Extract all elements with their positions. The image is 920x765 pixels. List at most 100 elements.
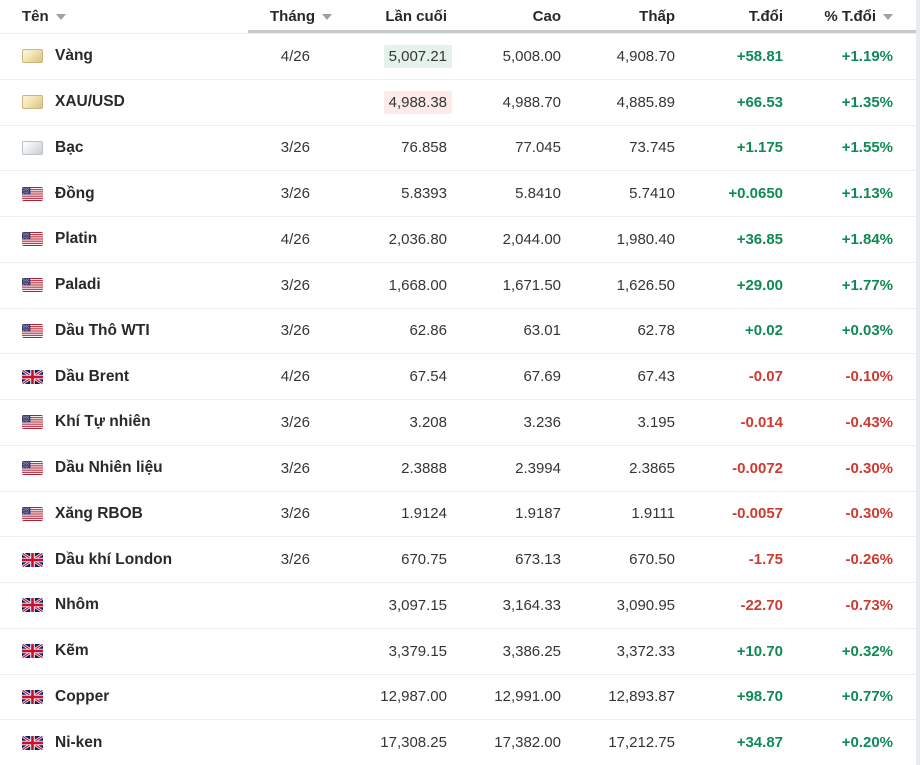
change-percent-cell: +1.77% — [841, 276, 893, 294]
instrument-name-link[interactable]: Platin — [55, 230, 98, 248]
vertical-scrollbar[interactable] — [916, 0, 920, 765]
last-price-cell: 2.3888 — [401, 459, 447, 477]
last-price-cell: 12,987.00 — [380, 688, 447, 706]
table-row[interactable]: XAU/USD 4,988.38 4,988.70 4,885.89 +66.53 +1.… — [0, 78, 920, 125]
month-cell: 3/26 — [280, 185, 310, 203]
table-row[interactable]: Bạc 3/26 76.858 77.045 73.745 +1.175 +1.55% — [0, 124, 920, 171]
table-header: Tên Tháng Lần cuối Cao Thấp T.đổi % T.đổi — [0, 0, 920, 33]
month-cell: 3/26 — [280, 276, 310, 294]
name-cell: Copper — [0, 688, 248, 706]
instrument-name-link[interactable]: Đồng — [55, 184, 95, 202]
us-flag-icon — [22, 186, 43, 201]
table-row[interactable]: Platin 4/26 2,036.80 2,044.00 1,980.40 +36.85… — [0, 216, 920, 262]
last-price-cell: 3,097.15 — [388, 596, 447, 614]
instrument-name-link[interactable]: Bạc — [55, 138, 84, 156]
high-cell: 1,671.50 — [502, 276, 561, 294]
table-row[interactable]: Xăng RBOB 3/26 1.9124 1.9187 1.9111 -0.0057 -0… — [0, 490, 920, 537]
name-cell: Khí Tự nhiên — [0, 413, 248, 431]
instrument-name-link[interactable]: Dầu Thô WTI — [55, 321, 150, 339]
uk-flag-icon — [22, 735, 43, 750]
month-cell: 3/26 — [280, 505, 310, 523]
high-cell: 1.9187 — [515, 505, 561, 523]
table-row[interactable]: Đồng 3/26 5.8393 5.8410 5.7410 +0.0650 +1.13% — [0, 170, 920, 216]
low-cell: 3.195 — [637, 413, 675, 431]
column-header-label: % T.đổi — [824, 8, 876, 25]
instrument-name-link[interactable]: Nhôm — [55, 596, 99, 614]
change-cell: +10.70 — [736, 642, 783, 660]
change-cell: -0.07 — [748, 368, 783, 386]
month-cell: 4/26 — [280, 47, 310, 65]
silver-bar-icon — [22, 140, 43, 155]
column-header-4[interactable]: Cao — [447, 8, 561, 25]
name-cell: Paladi — [0, 276, 248, 294]
column-header-2[interactable]: Tháng — [248, 8, 332, 25]
us-flag-icon — [22, 278, 43, 293]
column-header-label: T.đổi — [748, 8, 783, 25]
table-row[interactable]: Ni-ken 17,308.25 17,382.00 17,212.75 +34.87 +… — [0, 719, 920, 765]
name-cell: Đồng — [0, 185, 248, 203]
column-header-label: Lần cuối — [385, 8, 447, 25]
gold-bar-icon — [22, 95, 43, 110]
last-price-cell: 62.86 — [409, 322, 447, 340]
table-row[interactable]: Dầu Brent 4/26 67.54 67.69 67.43 -0.07 -0.10% — [0, 353, 920, 399]
instrument-name-link[interactable]: Dầu Nhiên liệu — [55, 459, 163, 477]
low-cell: 2.3865 — [629, 459, 675, 477]
table-row[interactable]: Nhôm 3,097.15 3,164.33 3,090.95 -22.70 -0.73% — [0, 582, 920, 628]
last-price-cell: 4,988.38 — [332, 90, 452, 114]
low-cell: 73.745 — [629, 139, 675, 157]
change-percent-cell: +1.19% — [841, 47, 893, 65]
month-cell: 3/26 — [280, 413, 310, 431]
instrument-name-link[interactable]: Vàng — [55, 47, 93, 65]
us-flag-icon — [22, 461, 43, 476]
table-row[interactable]: Kẽm 3,379.15 3,386.25 3,372.33 +10.70 +0.32% — [0, 627, 920, 674]
instrument-name-link[interactable]: Ni-ken — [55, 733, 103, 751]
last-price-cell: 1,668.00 — [388, 276, 447, 294]
last-price-cell: 76.858 — [401, 139, 447, 157]
name-cell: Dầu Brent — [0, 368, 248, 386]
column-header-label: Thấp — [639, 8, 675, 25]
low-cell: 12,893.87 — [608, 688, 675, 706]
instrument-name-link[interactable]: XAU/USD — [55, 93, 125, 111]
column-header-6[interactable]: T.đổi — [675, 8, 783, 25]
table-row[interactable]: Vàng 4/26 5,007.21 5,008.00 4,908.70 +58.81 +1… — [0, 33, 920, 79]
instrument-name-link[interactable]: Paladi — [55, 276, 101, 294]
column-header-1[interactable]: Tên — [0, 8, 248, 25]
name-cell: Dầu khí London — [0, 551, 248, 569]
column-header-3[interactable]: Lần cuối — [332, 8, 447, 25]
us-flag-icon — [22, 506, 43, 521]
us-flag-icon — [22, 232, 43, 247]
high-cell: 3.236 — [523, 413, 561, 431]
instrument-name-link[interactable]: Copper — [55, 687, 110, 705]
column-header-7[interactable]: % T.đổi — [783, 8, 893, 25]
change-cell: -22.70 — [740, 596, 783, 614]
low-cell: 17,212.75 — [608, 734, 675, 752]
name-cell: Ni-ken — [0, 734, 248, 752]
instrument-name-link[interactable]: Xăng RBOB — [55, 504, 143, 522]
column-header-5[interactable]: Thấp — [561, 8, 675, 25]
sort-arrow-icon — [883, 13, 893, 20]
instrument-name-link[interactable]: Khí Tự nhiên — [55, 413, 151, 431]
last-price-cell: 2,036.80 — [388, 230, 447, 248]
change-percent-cell: +1.55% — [841, 139, 893, 157]
table-row[interactable]: Dầu Nhiên liệu 3/26 2.3888 2.3994 2.3865 -0.0… — [0, 444, 920, 491]
table-row[interactable]: Dầu khí London 3/26 670.75 673.13 670.50 -1.7… — [0, 536, 920, 582]
change-percent-cell: +0.20% — [841, 734, 893, 752]
change-cell: -1.75 — [748, 551, 783, 569]
instrument-name-link[interactable]: Kẽm — [55, 642, 89, 660]
change-percent-cell: -0.73% — [845, 596, 893, 614]
month-cell: 3/26 — [280, 459, 310, 477]
name-cell: Kẽm — [0, 642, 248, 660]
change-percent-cell: +0.32% — [841, 642, 893, 660]
table-row[interactable]: Paladi 3/26 1,668.00 1,671.50 1,626.50 +29.00… — [0, 261, 920, 308]
low-cell: 1,626.50 — [616, 276, 675, 294]
table-row[interactable]: Copper 12,987.00 12,991.00 12,893.87 +98.70 +… — [0, 673, 920, 720]
last-price-cell: 1.9124 — [401, 505, 447, 523]
high-cell: 5.8410 — [515, 185, 561, 203]
change-cell: +0.0650 — [728, 185, 783, 203]
instrument-name-link[interactable]: Dầu khí London — [55, 550, 173, 568]
table-row[interactable]: Dầu Thô WTI 3/26 62.86 63.01 62.78 +0.02 +0.03… — [0, 307, 920, 354]
instrument-name-link[interactable]: Dầu Brent — [55, 367, 130, 385]
table-row[interactable]: Khí Tự nhiên 3/26 3.208 3.236 3.195 -0.014 -0.… — [0, 399, 920, 445]
gold-bar-icon — [22, 49, 43, 64]
